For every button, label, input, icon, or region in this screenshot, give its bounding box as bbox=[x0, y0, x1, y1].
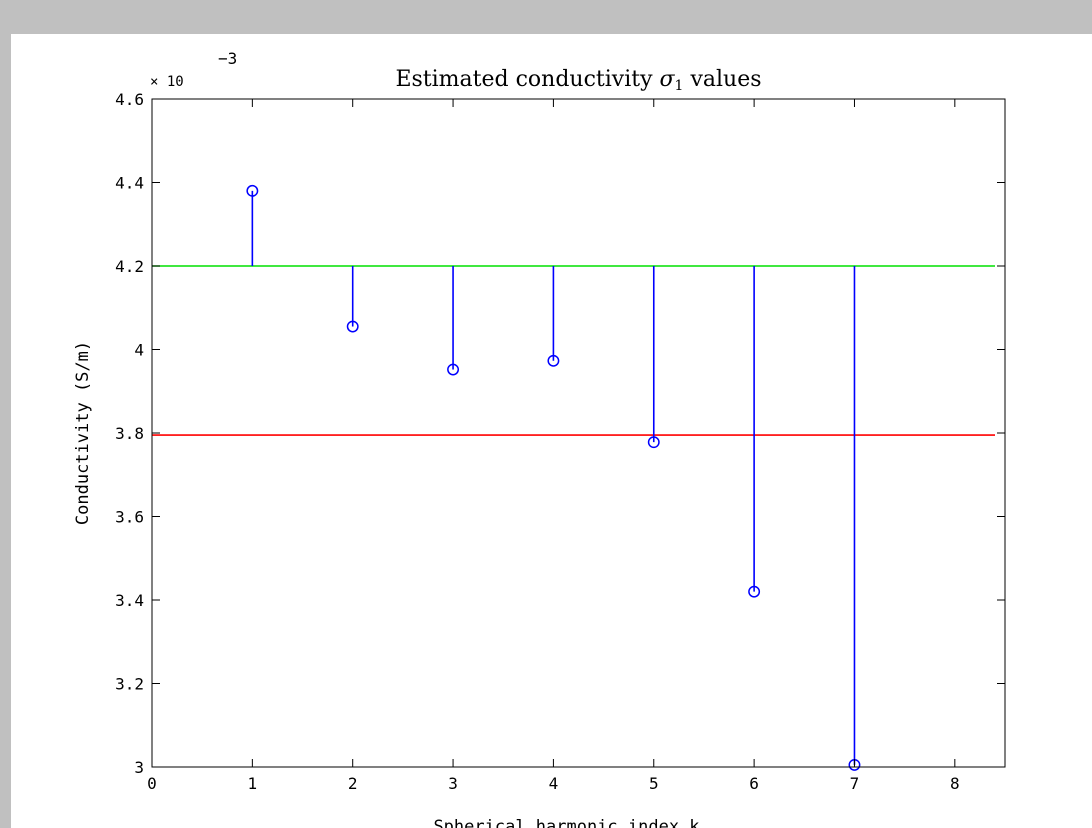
chart-title-subscript: 1 bbox=[675, 78, 684, 94]
x-tick-label: 8 bbox=[950, 774, 960, 793]
y-tick-label: 3.8 bbox=[115, 424, 144, 443]
x-tick-label: 6 bbox=[749, 774, 759, 793]
chart-title-suffix: values bbox=[683, 67, 761, 92]
y-exponent-label: × 10 bbox=[150, 74, 184, 90]
axis-ticks bbox=[151, 98, 1005, 768]
x-tick-label: 1 bbox=[248, 774, 258, 793]
y-tick-label: 3.2 bbox=[115, 675, 144, 694]
y-tick-label: 4.2 bbox=[115, 257, 144, 276]
y-tick-label: 4.4 bbox=[115, 174, 144, 193]
chart-title: Estimated conductivity σ1 values bbox=[395, 67, 761, 94]
y-tick-label: 3 bbox=[134, 758, 144, 777]
y-exponent-value: −3 bbox=[218, 49, 237, 68]
y-tick-label: 4 bbox=[134, 341, 144, 360]
stem-marker-k4 bbox=[547, 354, 560, 367]
stem-marker-k6 bbox=[748, 585, 761, 598]
stem-marker-k5 bbox=[647, 436, 660, 449]
x-tick-label: 4 bbox=[549, 774, 559, 793]
stem-marker-k2 bbox=[346, 320, 359, 333]
chart-title-symbol: σ bbox=[660, 67, 676, 92]
x-tick-label: 3 bbox=[448, 774, 458, 793]
x-tick-label: 7 bbox=[850, 774, 860, 793]
y-tick-label: 3.6 bbox=[115, 508, 144, 527]
x-tick-label: 2 bbox=[348, 774, 358, 793]
x-tick-label: 0 bbox=[147, 774, 157, 793]
x-axis-label: Spherical harmonic index k bbox=[433, 817, 699, 828]
x-tick-label: 5 bbox=[649, 774, 659, 793]
axes-box bbox=[151, 98, 1006, 768]
stem-series bbox=[246, 184, 861, 771]
y-tick-label: 3.4 bbox=[115, 591, 144, 610]
chart-title-prefix: Estimated conductivity bbox=[395, 67, 659, 92]
reference-lines bbox=[152, 265, 995, 436]
y-tick-label: 4.6 bbox=[115, 90, 144, 109]
y-axis-label: Conductivity (S/m) bbox=[73, 341, 93, 525]
stem-marker-k1 bbox=[246, 184, 259, 197]
figure-background bbox=[11, 34, 1092, 828]
tick-labels: 0 1 2 3 4 5 6 7 8 3 3.2 3.4 3.6 3.8 4 4.2 4.4 4.6 bbox=[115, 90, 960, 793]
stem-marker-k3 bbox=[447, 363, 460, 376]
